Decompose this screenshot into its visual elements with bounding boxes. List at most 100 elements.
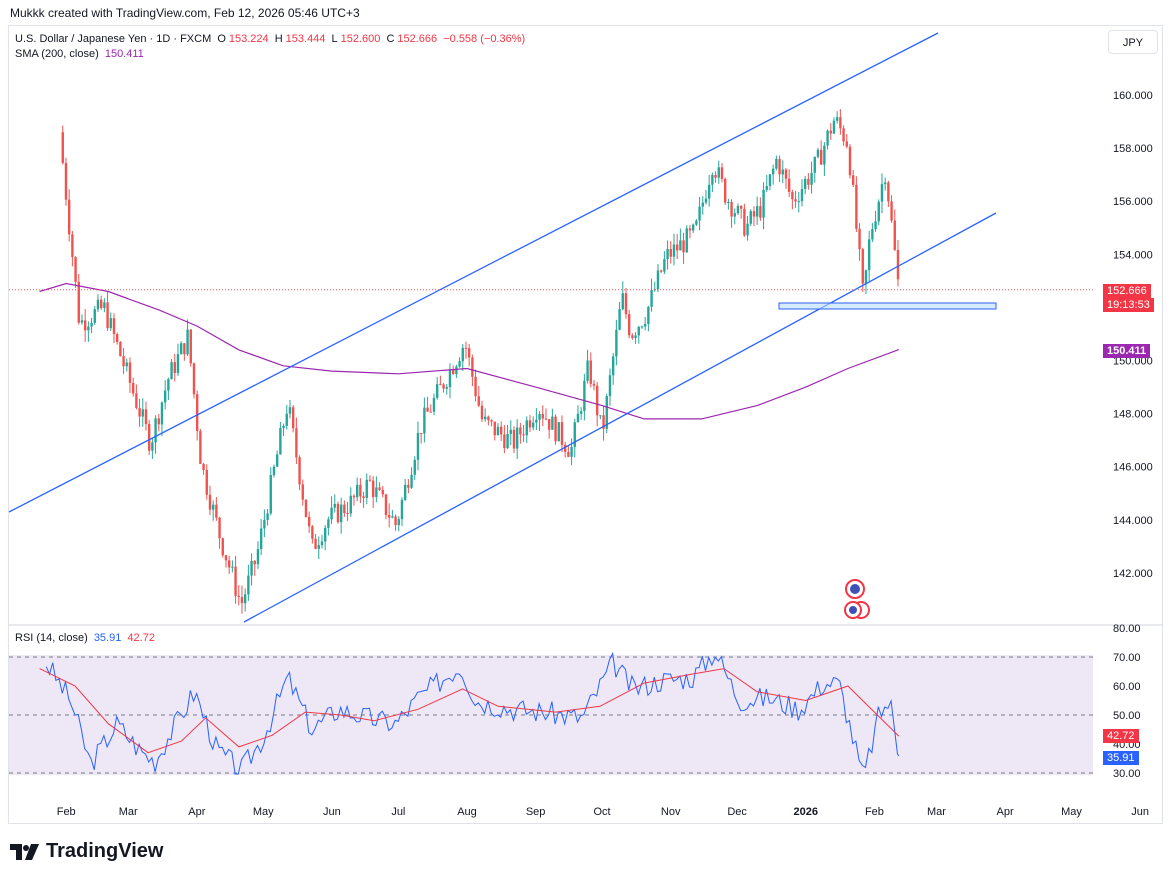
sma-value: 150.411 bbox=[104, 48, 144, 60]
candle-down bbox=[189, 329, 192, 364]
candle-up bbox=[733, 213, 736, 217]
candle-up bbox=[365, 479, 368, 499]
candle-down bbox=[467, 348, 471, 358]
candle-down bbox=[477, 396, 480, 406]
flag-icon[interactable] bbox=[844, 601, 870, 619]
candle-up bbox=[615, 329, 618, 357]
time-tick-label: Oct bbox=[594, 806, 611, 818]
candle-up bbox=[279, 428, 282, 455]
candle-down bbox=[67, 199, 71, 235]
candle-up bbox=[621, 293, 624, 310]
candle-up bbox=[90, 322, 93, 327]
candle-down bbox=[547, 419, 551, 430]
candle-up bbox=[637, 326, 640, 336]
candle-down bbox=[669, 248, 672, 257]
candle-down bbox=[541, 413, 544, 419]
rsi-ma-tag: 42.72 bbox=[1103, 729, 1139, 743]
candle-down bbox=[528, 420, 532, 428]
rsi-band bbox=[9, 655, 1093, 775]
candle-down bbox=[490, 420, 493, 422]
candle-down bbox=[848, 146, 852, 176]
candle-up bbox=[663, 259, 666, 272]
channel-upper-line[interactable] bbox=[8, 32, 939, 513]
candle-up bbox=[535, 419, 538, 423]
candle-up bbox=[416, 432, 420, 460]
candle-down bbox=[291, 407, 295, 429]
candle-up bbox=[871, 229, 874, 240]
candle-up bbox=[397, 519, 400, 526]
candle-up bbox=[269, 475, 272, 514]
channel-lower-line[interactable] bbox=[243, 212, 997, 623]
candle-up bbox=[586, 360, 589, 381]
rsi-tick-label: 30.00 bbox=[1113, 768, 1141, 780]
candle-down bbox=[192, 363, 196, 395]
candle-down bbox=[429, 411, 432, 413]
candle-up bbox=[813, 156, 816, 173]
candle-down bbox=[253, 560, 256, 565]
candle-up bbox=[679, 240, 682, 251]
candle-up bbox=[877, 201, 880, 222]
candle-down bbox=[298, 457, 301, 485]
candle-up bbox=[695, 220, 698, 225]
candle-down bbox=[407, 484, 410, 488]
candle-up bbox=[403, 484, 407, 500]
close-label: C bbox=[386, 33, 395, 45]
candle-up bbox=[163, 390, 167, 403]
time-tick-label: Jun bbox=[323, 806, 341, 818]
candle-down bbox=[624, 293, 628, 315]
sma-legend[interactable]: SMA (200, close) 150.411 bbox=[15, 48, 147, 60]
candle-down bbox=[730, 202, 733, 217]
candle-up bbox=[259, 528, 263, 550]
support-zone-rect[interactable] bbox=[778, 302, 997, 310]
symbol-title: U.S. Dollar / Japanese Yen · 1D · FXCM bbox=[15, 33, 212, 45]
candle-up bbox=[96, 299, 100, 310]
time-tick-label: May bbox=[1061, 806, 1082, 818]
candle-down bbox=[464, 347, 468, 349]
candle-down bbox=[595, 385, 599, 416]
candle-up bbox=[797, 201, 800, 203]
candle-up bbox=[250, 560, 253, 576]
candle-down bbox=[723, 178, 727, 203]
rsi-value: 35.91 bbox=[93, 632, 122, 644]
candle-up bbox=[867, 239, 871, 271]
candle-down bbox=[631, 335, 634, 339]
time-axis[interactable]: Feb Mar Apr May Jun Jul Aug Sep Oct Nov Dec 2026 Feb… bbox=[57, 806, 1149, 818]
candle-down bbox=[688, 228, 692, 231]
candle-down bbox=[839, 117, 842, 129]
candle-up bbox=[557, 422, 560, 442]
candle-up bbox=[823, 145, 826, 165]
candle-down bbox=[224, 555, 228, 561]
candle-up bbox=[599, 415, 602, 417]
low-label: L bbox=[331, 33, 338, 45]
candle-down bbox=[589, 360, 592, 384]
candle-up bbox=[170, 362, 173, 380]
candle-up bbox=[263, 519, 266, 529]
candle-down bbox=[71, 234, 74, 258]
candle-down bbox=[480, 405, 484, 420]
candle-down bbox=[890, 201, 893, 221]
candle-down bbox=[499, 426, 503, 435]
candle-up bbox=[771, 168, 775, 175]
candle-down bbox=[227, 560, 231, 568]
tradingview-logo[interactable]: TradingView bbox=[10, 840, 163, 863]
low-value: 152.600 bbox=[340, 33, 381, 45]
rsi-legend[interactable]: RSI (14, close) 35.91 42.72 bbox=[15, 632, 158, 644]
price-tick-label: 148.000 bbox=[1113, 409, 1153, 421]
currency-button[interactable]: JPY bbox=[1108, 30, 1158, 54]
flag-icon[interactable] bbox=[845, 579, 865, 599]
candle-up bbox=[736, 205, 740, 214]
candle-up bbox=[647, 306, 650, 325]
price-tick-label: 150.000 bbox=[1113, 356, 1153, 368]
candle-down bbox=[759, 206, 762, 218]
candle-up bbox=[643, 324, 647, 327]
candle-down bbox=[384, 494, 388, 515]
candle-up bbox=[874, 221, 877, 230]
price-tick-label: 154.000 bbox=[1113, 249, 1153, 261]
candle-up bbox=[483, 416, 487, 420]
candle-down bbox=[314, 538, 317, 549]
candle-up bbox=[375, 487, 378, 497]
candle-down bbox=[346, 513, 349, 515]
series-legend[interactable]: U.S. Dollar / Japanese Yen · 1D · FXCM O… bbox=[15, 33, 528, 45]
price-axis[interactable]: 142.000144.000146.000148.000150.000152.0… bbox=[1113, 90, 1153, 580]
